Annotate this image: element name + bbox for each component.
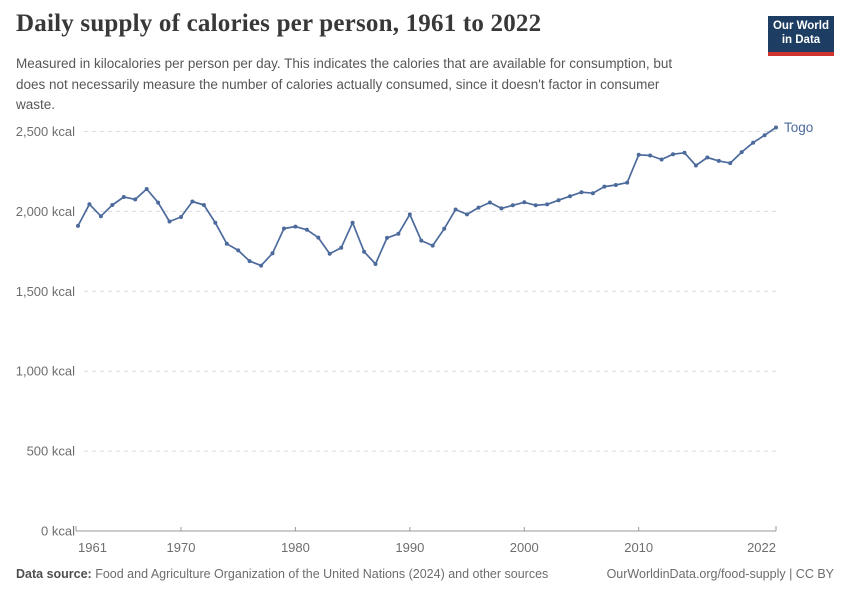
- data-point[interactable]: [602, 184, 607, 189]
- data-point[interactable]: [87, 202, 92, 207]
- data-source: Data source: Food and Agriculture Organi…: [16, 567, 548, 581]
- data-point[interactable]: [716, 158, 721, 163]
- data-point[interactable]: [705, 155, 710, 160]
- data-point[interactable]: [487, 200, 492, 205]
- data-point[interactable]: [247, 259, 252, 264]
- data-point[interactable]: [396, 231, 401, 236]
- data-point[interactable]: [648, 153, 653, 158]
- data-point[interactable]: [316, 235, 321, 240]
- x-tick-label: 1990: [395, 540, 424, 555]
- y-tick-label: 2,500 kcal: [16, 124, 75, 139]
- data-point[interactable]: [213, 220, 218, 225]
- data-point[interactable]: [110, 203, 115, 207]
- series-line-togo[interactable]: [77, 126, 777, 267]
- data-point[interactable]: [739, 150, 744, 155]
- data-point[interactable]: [76, 223, 80, 228]
- data-point[interactable]: [98, 214, 103, 219]
- data-source-label: Data source:: [16, 567, 92, 581]
- chart-footer: Data source: Food and Agriculture Organi…: [16, 567, 834, 581]
- x-tick-label: 2010: [624, 540, 653, 555]
- data-point[interactable]: [259, 263, 264, 268]
- page-title: Daily supply of calories per person, 196…: [16, 10, 542, 37]
- data-point[interactable]: [270, 251, 275, 256]
- data-point[interactable]: [442, 226, 447, 231]
- subtitle-line: Measured in kilocalories per person per …: [16, 56, 673, 71]
- data-point[interactable]: [385, 235, 389, 240]
- series-label-togo: Togo: [784, 120, 813, 135]
- data-point[interactable]: [167, 219, 172, 224]
- data-point[interactable]: [545, 202, 550, 207]
- owid-logo[interactable]: Our World in Data: [768, 16, 834, 56]
- data-point[interactable]: [407, 212, 412, 217]
- x-tick-label: 1961: [78, 540, 107, 555]
- data-point[interactable]: [613, 183, 618, 187]
- data-point[interactable]: [522, 200, 527, 205]
- y-tick-label: 1,000 kcal: [16, 364, 75, 379]
- data-point[interactable]: [190, 199, 195, 204]
- data-point[interactable]: [751, 140, 756, 145]
- owid-logo-line1: Our World: [772, 20, 829, 32]
- data-point[interactable]: [625, 180, 630, 185]
- data-point[interactable]: [636, 152, 641, 157]
- data-point[interactable]: [659, 157, 664, 162]
- data-point[interactable]: [693, 163, 698, 168]
- data-point[interactable]: [327, 251, 332, 256]
- data-point[interactable]: [453, 207, 458, 212]
- chart-subtitle: Measured in kilocalories per person per …: [16, 54, 672, 116]
- line-chart-svg[interactable]: 0 kcal 500 kcal 1,000 kcal 1,500 kcal 2,000 …: [0, 110, 850, 560]
- y-tick-label: 1,500 kcal: [16, 284, 75, 299]
- data-point[interactable]: [304, 227, 309, 232]
- x-tick-label: 2000: [510, 540, 539, 555]
- subtitle-line: does not necessarily measure the number …: [16, 76, 660, 92]
- data-point[interactable]: [762, 133, 767, 138]
- y-tick-label: 500 kcal: [27, 444, 76, 459]
- data-point[interactable]: [533, 203, 538, 208]
- data-point[interactable]: [419, 238, 424, 243]
- data-source-text: Food and Agriculture Organization of the…: [95, 567, 549, 581]
- chart-canvas[interactable]: 0 kcal 500 kcal 1,000 kcal 1,500 kcal 2,000 …: [0, 110, 850, 560]
- data-point[interactable]: [671, 152, 675, 157]
- data-point[interactable]: [728, 161, 733, 166]
- data-point[interactable]: [133, 197, 138, 202]
- data-point[interactable]: [774, 125, 778, 130]
- footer-link[interactable]: OurWorldinData.org/food-supply | CC BY: [606, 567, 834, 581]
- x-tick-label: 1970: [167, 540, 196, 555]
- data-point[interactable]: [362, 249, 367, 254]
- data-point[interactable]: [579, 190, 584, 195]
- data-point[interactable]: [499, 206, 504, 211]
- data-point[interactable]: [201, 203, 206, 207]
- data-point[interactable]: [510, 203, 515, 208]
- data-point[interactable]: [293, 224, 298, 229]
- x-tick-label: 2022: [747, 540, 776, 555]
- data-point[interactable]: [556, 198, 561, 203]
- data-point[interactable]: [156, 200, 161, 205]
- data-point[interactable]: [121, 195, 126, 199]
- data-point[interactable]: [350, 220, 355, 225]
- data-point[interactable]: [224, 241, 229, 246]
- data-point[interactable]: [373, 262, 378, 266]
- data-point[interactable]: [476, 205, 481, 210]
- data-point[interactable]: [465, 212, 469, 217]
- data-point[interactable]: [682, 150, 687, 155]
- owid-logo-line2: in Data: [781, 34, 821, 46]
- data-point[interactable]: [339, 245, 344, 250]
- data-point[interactable]: [430, 243, 435, 248]
- data-point[interactable]: [179, 215, 183, 219]
- y-tick-label: 0 kcal: [41, 524, 75, 539]
- y-tick-label: 2,000 kcal: [16, 204, 75, 219]
- data-point[interactable]: [282, 226, 286, 231]
- data-point[interactable]: [144, 187, 149, 191]
- x-tick-label: 1980: [281, 540, 310, 555]
- data-point[interactable]: [590, 191, 595, 196]
- subtitle-line: waste.: [16, 97, 56, 112]
- data-point[interactable]: [568, 194, 572, 199]
- data-point[interactable]: [236, 248, 241, 253]
